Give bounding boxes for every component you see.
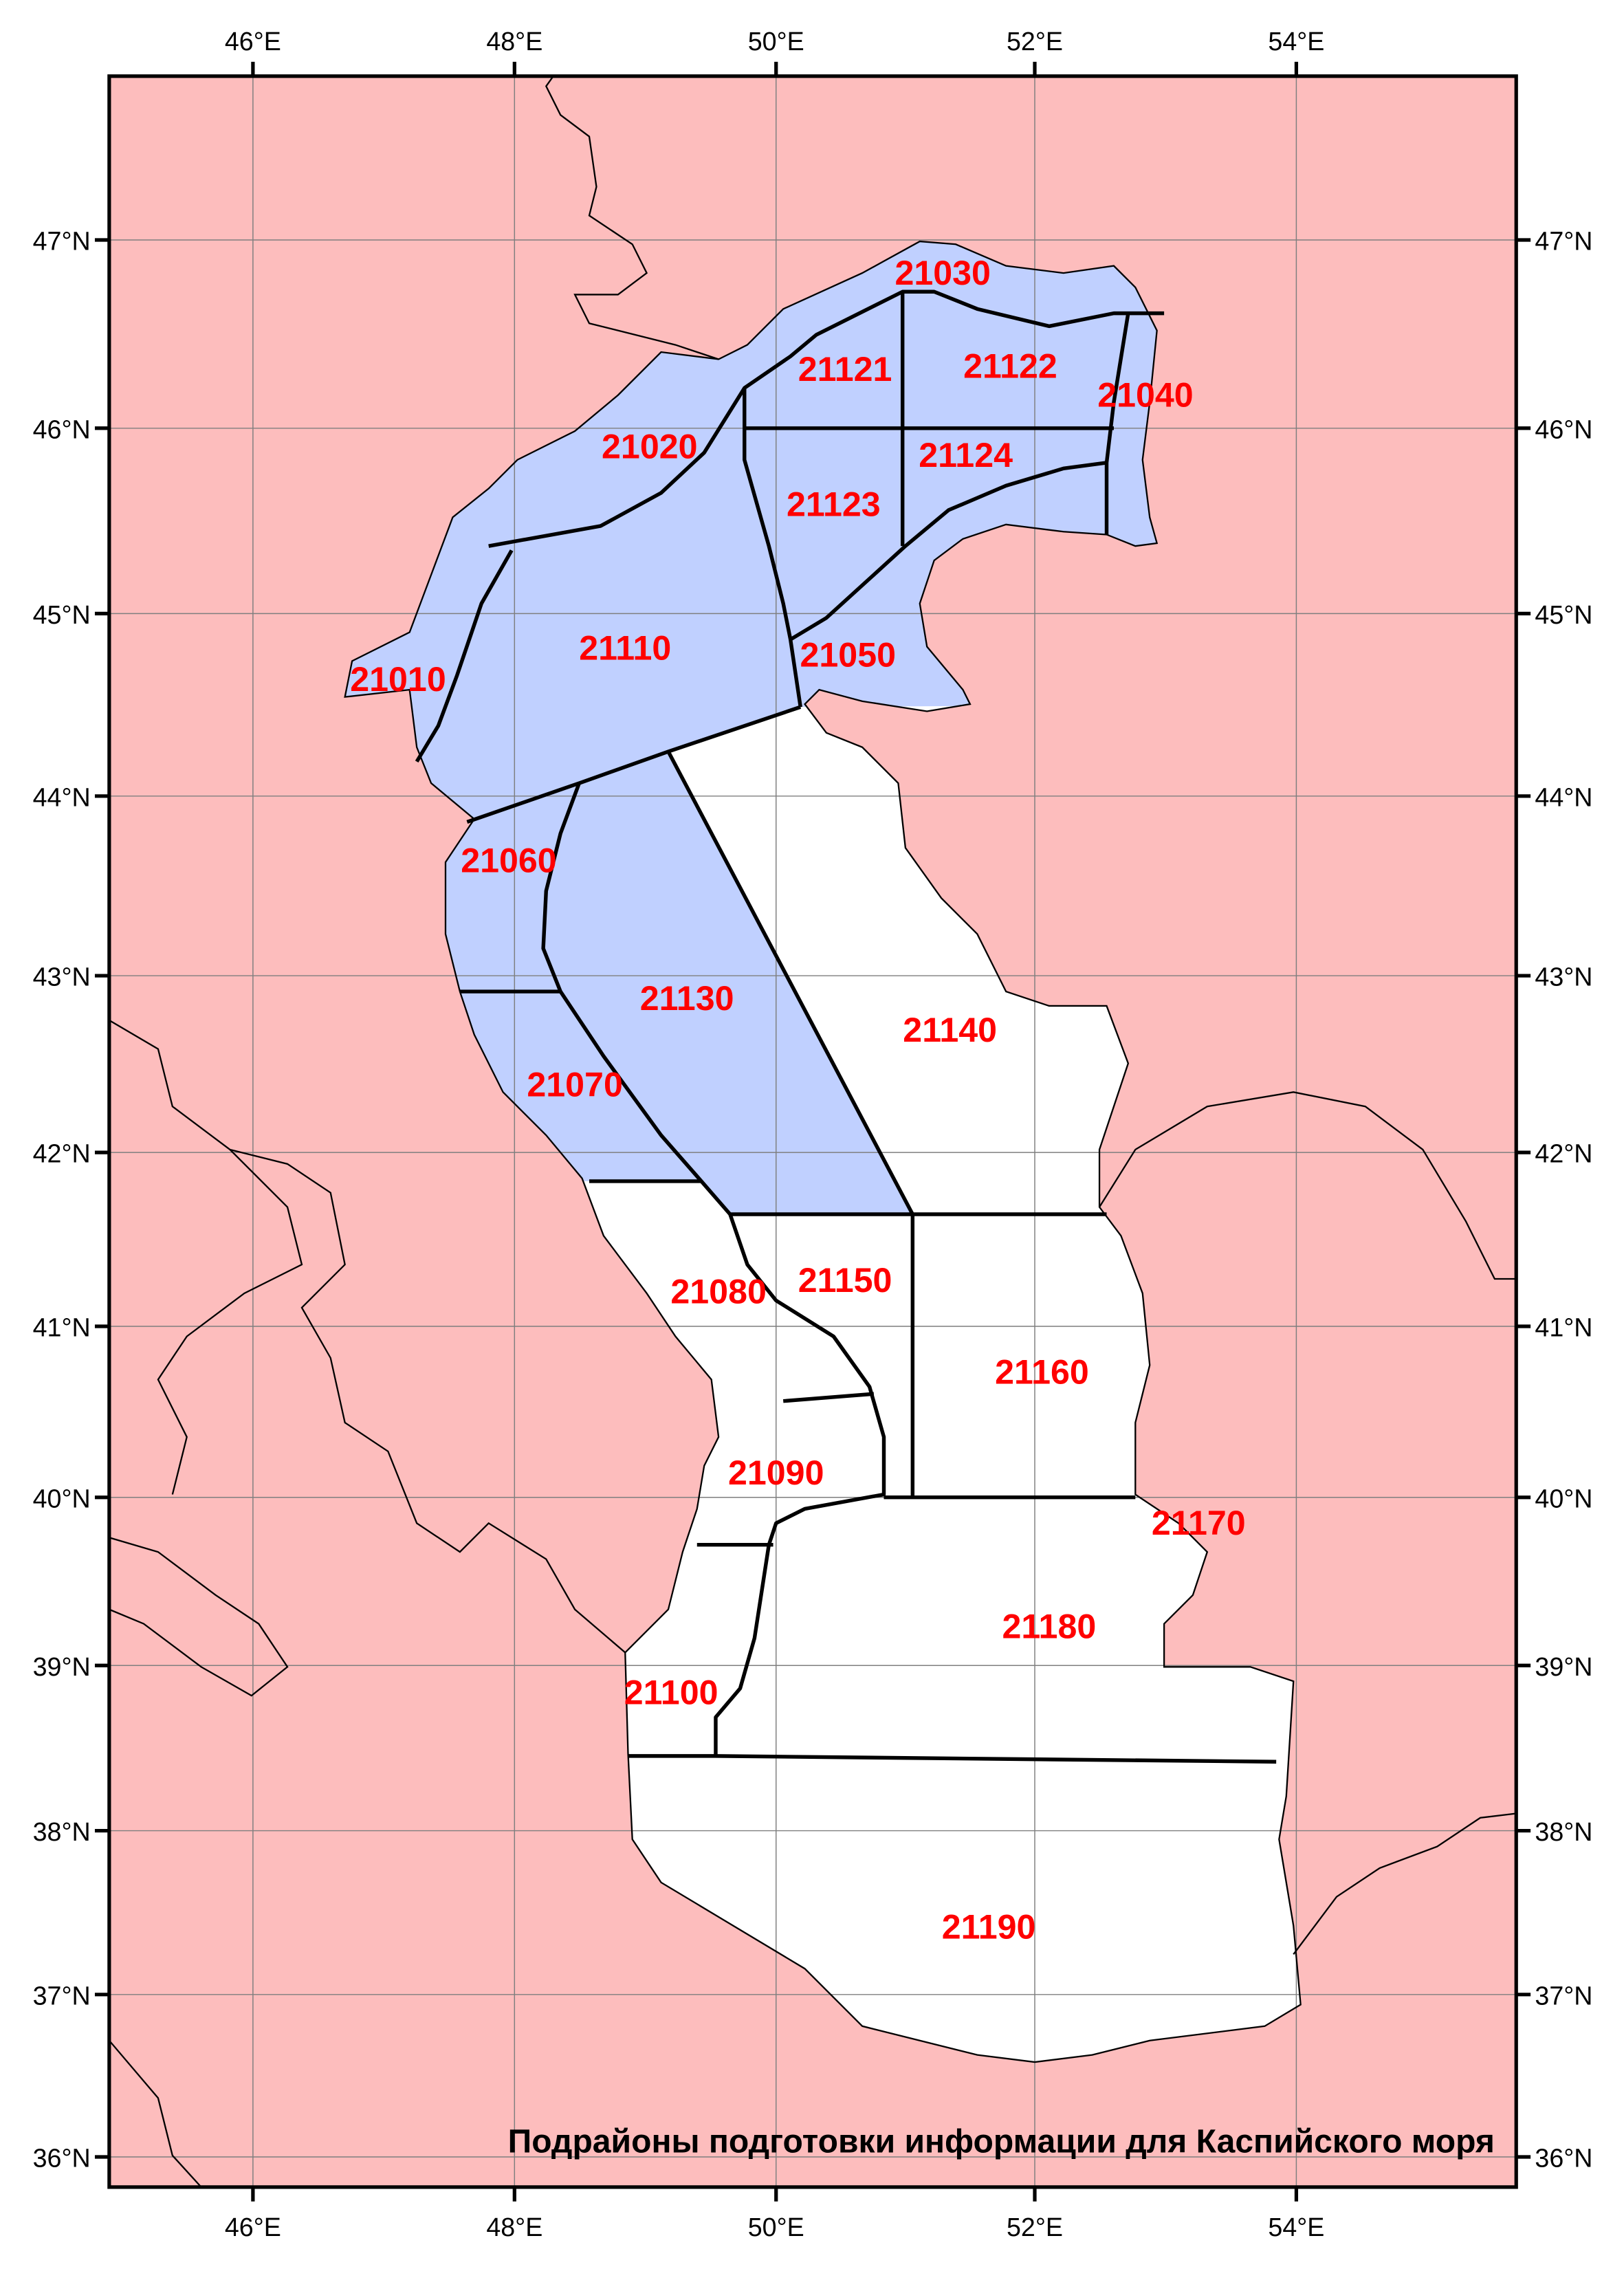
lon-tick-label: 50°E bbox=[748, 2213, 804, 2241]
subregion-label: 21123 bbox=[787, 485, 881, 523]
lat-tick-label: 45°N bbox=[1535, 600, 1592, 629]
lat-tick-label: 45°N bbox=[33, 600, 91, 629]
lon-tick-label: 52°E bbox=[1007, 27, 1063, 56]
lat-tick-label: 43°N bbox=[1535, 963, 1592, 991]
subregion-label: 21121 bbox=[798, 350, 892, 388]
lon-tick-label: 48°E bbox=[486, 2213, 542, 2241]
lat-tick-label: 39°N bbox=[1535, 1652, 1592, 1681]
lat-tick-label: 38°N bbox=[1535, 1817, 1592, 1846]
map-frame-content: 21030 21121 21122 21040 21020 21124 2112… bbox=[109, 76, 1517, 2187]
map-title: Подрайоны подготовки информации для Касп… bbox=[508, 2123, 1495, 2160]
subregion-label: 21180 bbox=[1002, 1608, 1097, 1646]
lat-tick-label: 39°N bbox=[33, 1652, 91, 1681]
lat-tick-label: 43°N bbox=[33, 963, 91, 991]
subregion-label: 21060 bbox=[461, 842, 556, 880]
lon-tick-label: 46°E bbox=[225, 27, 281, 56]
country-borders bbox=[109, 76, 1517, 2187]
subregion-label: 21010 bbox=[350, 660, 446, 699]
subregion-label: 21190 bbox=[942, 1907, 1036, 1946]
subregion-label: 21100 bbox=[624, 1674, 718, 1712]
lon-tick-label: 54°E bbox=[1268, 27, 1324, 56]
subregion-label: 21070 bbox=[527, 1066, 622, 1104]
lat-tick-label: 40°N bbox=[1535, 1484, 1592, 1513]
lat-tick-label: 36°N bbox=[1535, 2144, 1592, 2173]
lat-tick-label: 42°N bbox=[1535, 1139, 1592, 1168]
lat-tick-label: 36°N bbox=[33, 2144, 91, 2173]
lat-tick-label: 37°N bbox=[33, 1981, 91, 2010]
subregion-label: 21040 bbox=[1097, 375, 1193, 414]
latitude-labels-right: 47°N 46°N 45°N 44°N 43°N 42°N 41°N 40°N 39°N 38°N… bbox=[1535, 227, 1592, 2173]
tick-marks bbox=[94, 61, 1531, 2202]
lat-tick-label: 46°N bbox=[1535, 415, 1592, 443]
subregion-label: 21090 bbox=[728, 1454, 824, 1492]
subregion-labels: 21030 21121 21122 21040 21020 21124 2112… bbox=[350, 254, 1245, 1947]
longitude-labels-bottom: 46°E 48°E 50°E 52°E 54°E bbox=[225, 2213, 1325, 2241]
subregion-label: 21130 bbox=[640, 979, 734, 1018]
subregion-label: 21030 bbox=[895, 254, 990, 292]
lat-tick-label: 42°N bbox=[33, 1139, 91, 1168]
subregion-label: 21080 bbox=[670, 1273, 766, 1311]
lon-tick-label: 52°E bbox=[1007, 2213, 1063, 2241]
lat-tick-label: 47°N bbox=[33, 227, 91, 256]
subregion-label: 21160 bbox=[995, 1353, 1089, 1392]
subregion-label: 21122 bbox=[963, 347, 1057, 386]
lon-tick-label: 54°E bbox=[1268, 2213, 1324, 2241]
map-frame bbox=[107, 74, 1518, 2189]
lat-tick-label: 47°N bbox=[1535, 227, 1592, 256]
coastline bbox=[344, 240, 1302, 2063]
longitude-labels-top: 46°E 48°E 50°E 52°E 54°E bbox=[225, 27, 1325, 56]
subregion-boundaries bbox=[415, 289, 1277, 1764]
lat-tick-label: 44°N bbox=[1535, 782, 1592, 811]
lon-tick-label: 50°E bbox=[748, 27, 804, 56]
subregion-label: 21170 bbox=[1152, 1504, 1246, 1542]
lat-tick-label: 40°N bbox=[33, 1484, 91, 1513]
lat-tick-label: 38°N bbox=[33, 1817, 91, 1846]
subregion-label: 21050 bbox=[800, 636, 896, 675]
subregion-label: 21140 bbox=[903, 1011, 997, 1049]
subregion-label: 21110 bbox=[579, 628, 671, 667]
lat-tick-label: 41°N bbox=[33, 1313, 91, 1342]
lat-tick-label: 37°N bbox=[1535, 1981, 1592, 2010]
lat-tick-label: 44°N bbox=[33, 782, 91, 811]
lon-tick-label: 46°E bbox=[225, 2213, 281, 2241]
graticule bbox=[109, 76, 1517, 2187]
subregion-label: 21124 bbox=[919, 436, 1013, 474]
lon-tick-label: 48°E bbox=[486, 27, 542, 56]
subregion-label: 21150 bbox=[798, 1261, 892, 1300]
subregion-label: 21020 bbox=[602, 428, 697, 466]
lat-tick-label: 46°N bbox=[33, 415, 91, 443]
latitude-labels-left: 47°N 46°N 45°N 44°N 43°N 42°N 41°N 40°N 39°N 38°N… bbox=[33, 227, 91, 2173]
lat-tick-label: 41°N bbox=[1535, 1313, 1592, 1342]
